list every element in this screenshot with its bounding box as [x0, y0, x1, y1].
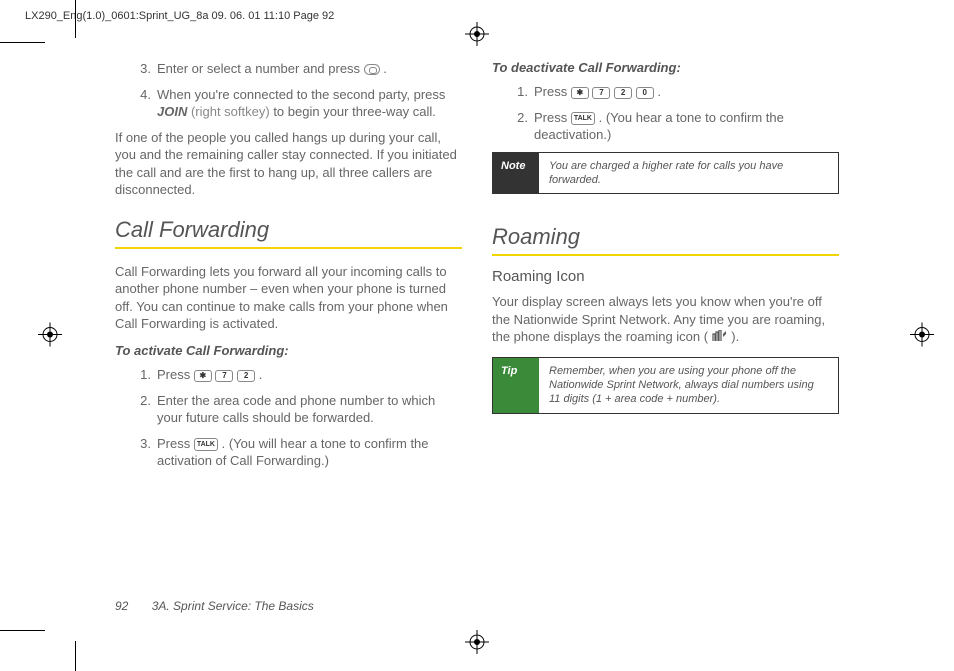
key-star-icon: ✱ — [571, 87, 589, 99]
key-talk-icon: TALK — [194, 438, 218, 451]
list-item: 3. Enter or select a number and press . — [115, 60, 462, 78]
step-body: Press ✱ 7 2 . — [157, 366, 462, 384]
list-item: 2. Press TALK . (You hear a tone to conf… — [492, 109, 839, 144]
right-column: To deactivate Call Forwarding: 1. Press … — [492, 60, 839, 611]
softkey-name: JOIN — [157, 104, 187, 119]
key-7-icon: 7 — [592, 87, 610, 99]
step-body: Press TALK . (You hear a tone to confirm… — [534, 109, 839, 144]
registration-mark-icon — [465, 22, 489, 49]
step-number: 1. — [514, 83, 528, 101]
paragraph: Your display screen always lets you know… — [492, 293, 839, 346]
section-heading-call-forwarding: Call Forwarding — [115, 217, 462, 249]
roaming-icon — [712, 329, 728, 347]
paragraph: Call Forwarding lets you forward all you… — [115, 263, 462, 333]
list-item: 1. Press ✱ 7 2 . — [115, 366, 462, 384]
instruction-heading: To deactivate Call Forwarding: — [492, 60, 839, 75]
step-number: 4. — [137, 86, 151, 121]
step-body: Enter the area code and phone number to … — [157, 392, 462, 427]
note-text: You are charged a higher rate for calls … — [539, 153, 838, 194]
page-number: 92 — [115, 599, 128, 613]
text: Press — [534, 84, 571, 99]
subsection-heading-roaming-icon: Roaming Icon — [492, 268, 839, 285]
key-7-icon: 7 — [215, 370, 233, 382]
text: Press — [534, 110, 571, 125]
list-item: 1. Press ✱ 7 2 0 . — [492, 83, 839, 101]
step-body: Press TALK . (You will hear a tone to co… — [157, 435, 462, 470]
crop-mark — [0, 42, 45, 43]
text: to begin your three-way call. — [270, 104, 436, 119]
key-0-icon: 0 — [636, 87, 654, 99]
step-number: 3. — [137, 435, 151, 470]
note-label: Note — [493, 153, 539, 194]
paragraph: If one of the people you called hangs up… — [115, 129, 462, 199]
list-item: 2. Enter the area code and phone number … — [115, 392, 462, 427]
tip-box: Tip Remember, when you are using your ph… — [492, 357, 839, 414]
text: Press — [157, 436, 194, 451]
text: Your display screen always lets you know… — [492, 294, 825, 344]
print-header: LX290_Eng(1.0)_0601:Sprint_UG_8a 09. 06.… — [25, 10, 334, 22]
tip-text: Remember, when you are using your phone … — [539, 358, 838, 413]
page-footer: 92 3A. Sprint Service: The Basics — [115, 599, 314, 613]
left-column: 3. Enter or select a number and press . … — [115, 60, 462, 611]
note-box: Note You are charged a higher rate for c… — [492, 152, 839, 195]
step-body: Press ✱ 7 2 0 . — [534, 83, 839, 101]
step-number: 2. — [137, 392, 151, 427]
crop-mark — [0, 630, 45, 631]
section-title: 3A. Sprint Service: The Basics — [152, 599, 314, 613]
registration-mark-icon — [465, 630, 489, 657]
step-number: 1. — [137, 366, 151, 384]
tip-label: Tip — [493, 358, 539, 413]
page-content: 3. Enter or select a number and press . … — [115, 60, 839, 611]
registration-mark-icon — [38, 322, 62, 349]
crop-mark — [75, 0, 76, 38]
crop-mark — [75, 641, 76, 671]
key-talk-icon: TALK — [571, 112, 595, 125]
registration-mark-icon — [910, 322, 934, 349]
text: Press — [157, 367, 194, 382]
ok-key-icon — [364, 64, 380, 75]
text: When you're connected to the second part… — [157, 87, 445, 102]
key-2-icon: 2 — [614, 87, 632, 99]
list-item: 3. Press TALK . (You will hear a tone to… — [115, 435, 462, 470]
step-number: 2. — [514, 109, 528, 144]
text: . — [380, 61, 387, 76]
softkey-note: (right softkey) — [187, 104, 269, 119]
key-star-icon: ✱ — [194, 370, 212, 382]
section-heading-roaming: Roaming — [492, 224, 839, 256]
text: ). — [728, 329, 740, 344]
key-2-icon: 2 — [237, 370, 255, 382]
step-body: Enter or select a number and press . — [157, 60, 462, 78]
list-item: 4. When you're connected to the second p… — [115, 86, 462, 121]
step-number: 3. — [137, 60, 151, 78]
text: Enter or select a number and press — [157, 61, 364, 76]
step-body: When you're connected to the second part… — [157, 86, 462, 121]
instruction-heading: To activate Call Forwarding: — [115, 343, 462, 358]
